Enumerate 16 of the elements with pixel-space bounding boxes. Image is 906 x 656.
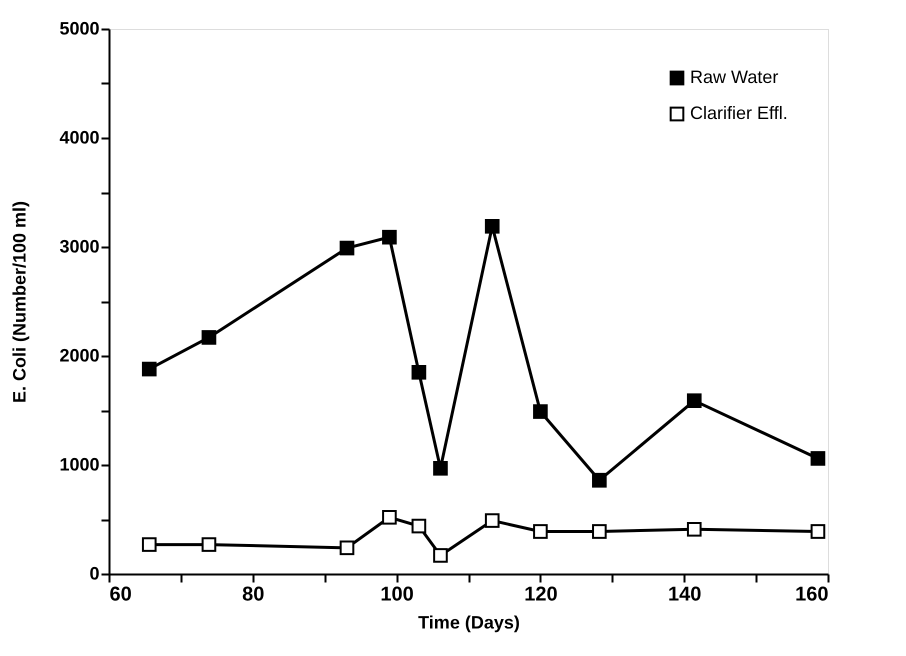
- y-tick-label: 4000: [59, 128, 100, 148]
- y-axis-title: E. Coli (Number/100 ml): [9, 200, 30, 404]
- x-tick-label: 60: [110, 584, 132, 606]
- x-tick-label: 120: [524, 584, 558, 606]
- legend-label: Raw Water: [690, 67, 778, 87]
- y-tick-label: 1000: [59, 454, 100, 474]
- legend-label: Clarifier Effl.: [690, 103, 788, 123]
- y-tick-label: 2000: [59, 346, 100, 366]
- y-tick-label: 5000: [59, 18, 100, 38]
- y-tick-label: 0: [89, 564, 100, 584]
- x-axis-title: Time (Days): [418, 612, 520, 632]
- x-tick-label: 80: [242, 584, 264, 606]
- x-tick-label: 160: [795, 584, 828, 606]
- y-tick-label: 3000: [59, 236, 100, 256]
- x-tick-label: 140: [668, 584, 702, 606]
- x-tick-label: 100: [380, 584, 414, 606]
